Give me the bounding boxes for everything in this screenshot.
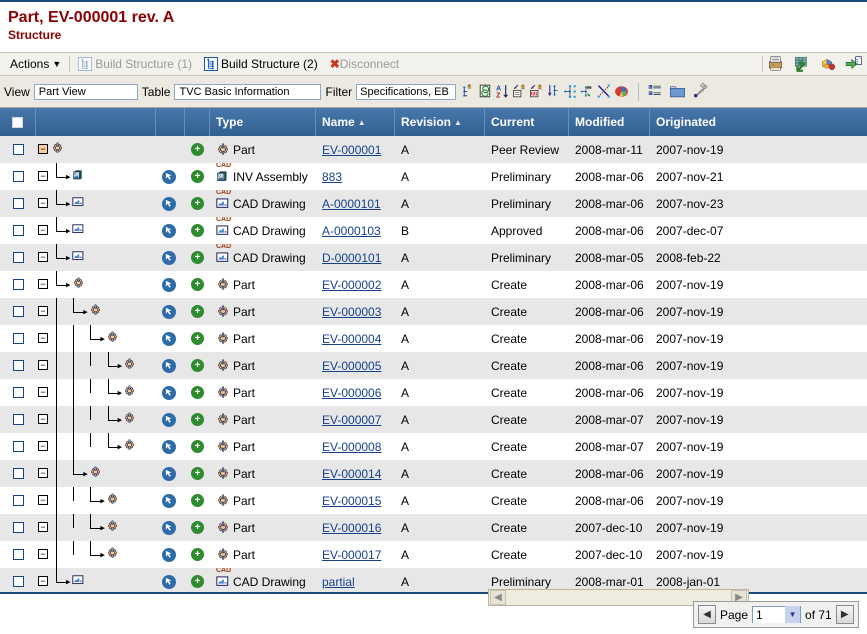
svg-text:Z: Z — [496, 92, 501, 99]
svg-text:99: 99 — [587, 85, 593, 90]
